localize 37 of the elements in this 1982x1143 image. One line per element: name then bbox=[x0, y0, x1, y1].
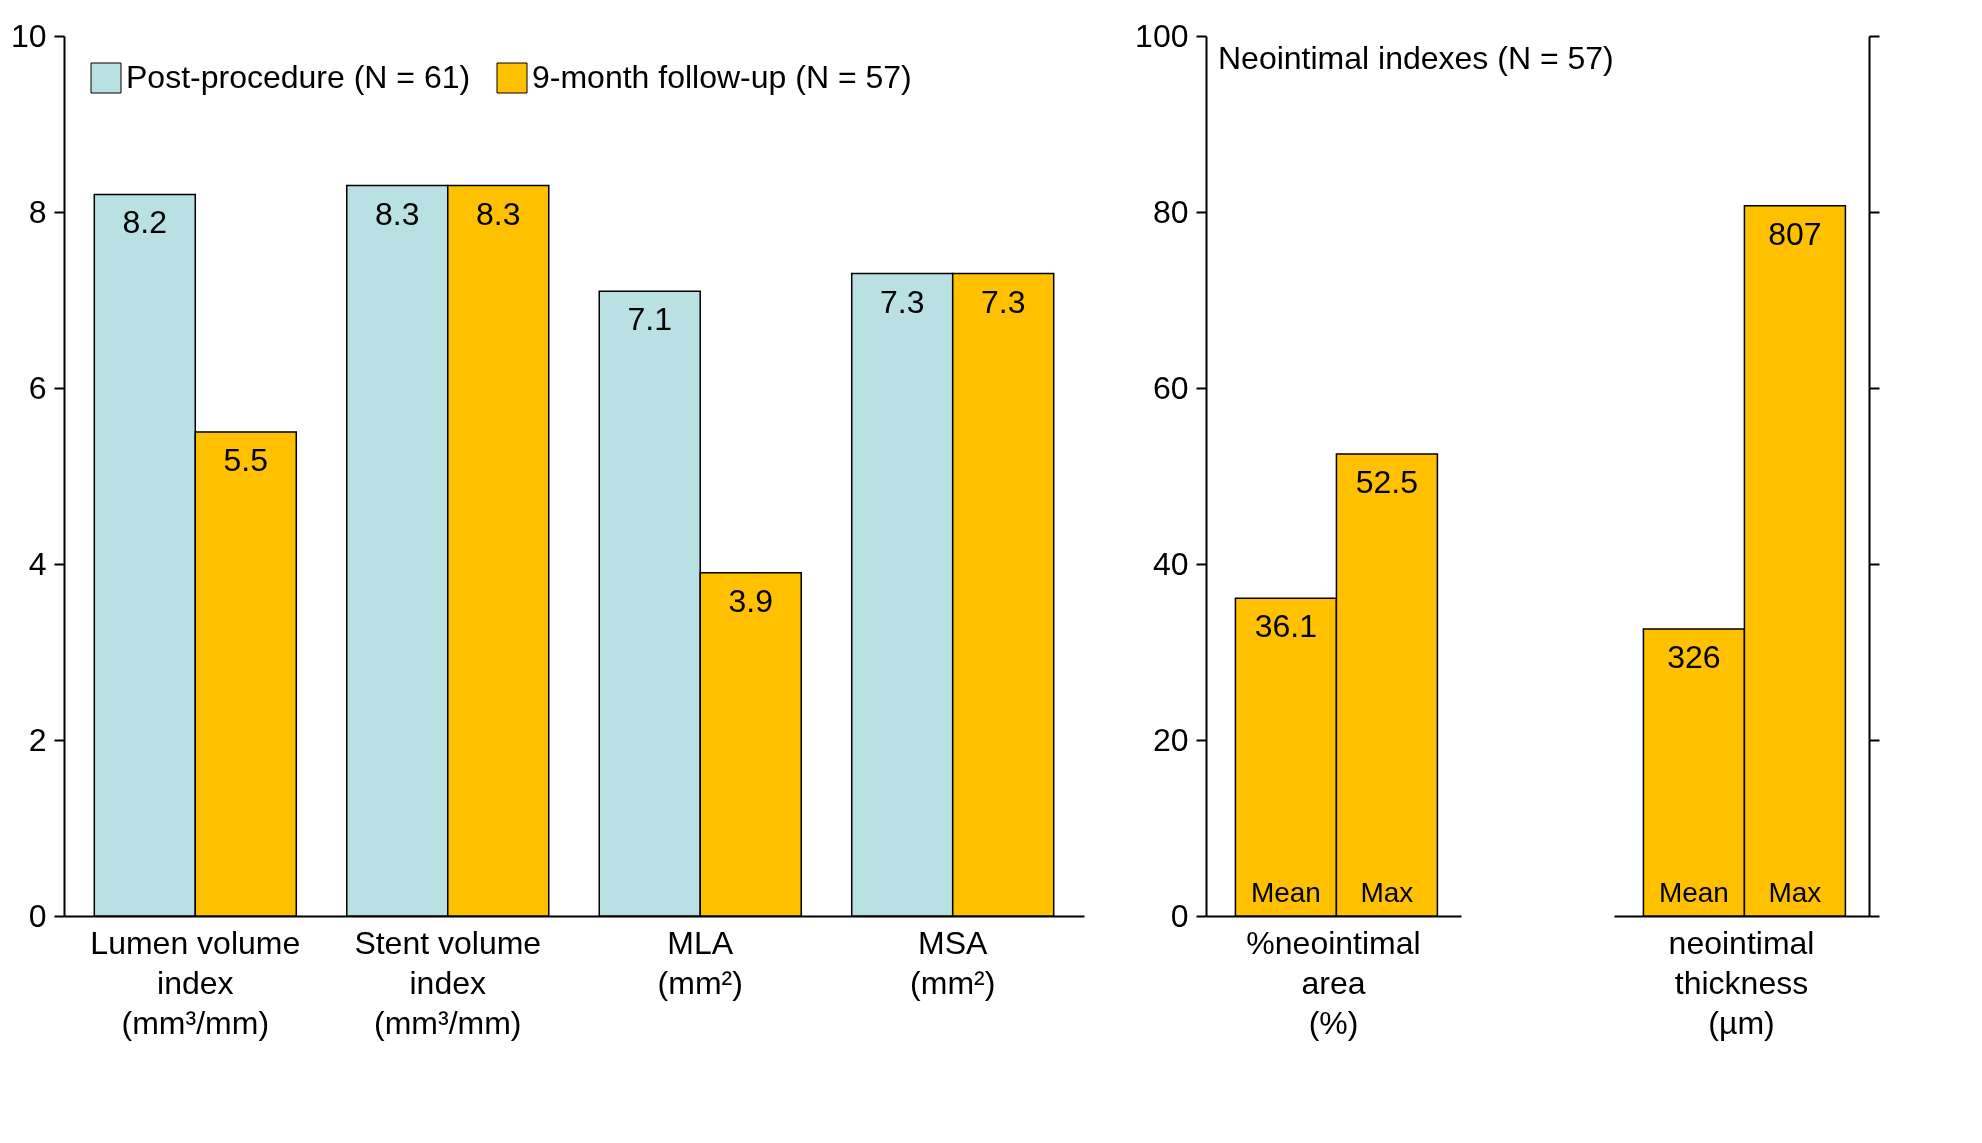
y-tick-label: 10 bbox=[10, 17, 47, 54]
y-tick-label: 100 bbox=[1135, 17, 1189, 54]
data-label: 7.1 bbox=[627, 301, 672, 338]
data-label: 36.1 bbox=[1254, 608, 1318, 645]
data-label: 5.5 bbox=[223, 442, 269, 478]
data-label: 3.9 bbox=[728, 582, 773, 619]
data-label: 8.2 bbox=[122, 204, 168, 241]
legend-label: Post-procedure (N = 61) bbox=[126, 59, 471, 95]
data-label: 7.3 bbox=[879, 283, 925, 320]
series-label: Max bbox=[1360, 877, 1414, 908]
data-label: 7.3 bbox=[980, 283, 1026, 320]
data-label: 8.3 bbox=[476, 195, 521, 232]
x-tick-label: Lumen volume index (mm³/mm) bbox=[90, 924, 301, 1041]
data-label: 807 bbox=[1768, 215, 1822, 252]
y-tick-label: 20 bbox=[1152, 721, 1189, 758]
x-tick-label: %neointimal area (%) bbox=[1246, 924, 1421, 1041]
data-label: 8.3 bbox=[375, 195, 420, 232]
x-tick-label: neointimal thickness (µm) bbox=[1668, 924, 1815, 1041]
data-label: 326 bbox=[1667, 639, 1721, 676]
legend-label: 9-month follow-up (N = 57) bbox=[532, 59, 912, 95]
x-tick-label: MSA (mm²) bbox=[910, 924, 996, 1001]
series-label: Max bbox=[1768, 877, 1822, 908]
chart-title: Neointimal indexes (N = 57) bbox=[1218, 40, 1614, 76]
series-label: Mean bbox=[1250, 877, 1321, 908]
y-tick-label: 0 bbox=[28, 897, 47, 934]
y-tick-label: 60 bbox=[1152, 369, 1189, 406]
series-label: Mean bbox=[1658, 877, 1729, 908]
y-tick-label: 4 bbox=[28, 545, 47, 582]
y-tick-label: 0 bbox=[1170, 897, 1189, 934]
y-tick-label: 80 bbox=[1152, 193, 1189, 230]
y-tick-label: 6 bbox=[28, 369, 47, 406]
x-tick-label: Stent volume index (mm³/mm) bbox=[354, 924, 542, 1041]
y-tick-label: 40 bbox=[1152, 545, 1189, 582]
y-tick-label: 2 bbox=[28, 721, 47, 758]
data-label: 52.5 bbox=[1355, 464, 1419, 500]
y-tick-label: 8 bbox=[28, 193, 47, 230]
x-tick-label: MLA (mm²) bbox=[657, 924, 743, 1001]
